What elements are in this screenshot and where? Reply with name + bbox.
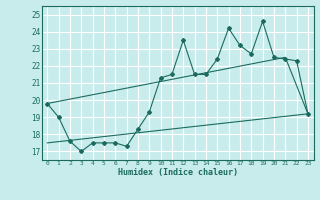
X-axis label: Humidex (Indice chaleur): Humidex (Indice chaleur) <box>118 168 237 177</box>
